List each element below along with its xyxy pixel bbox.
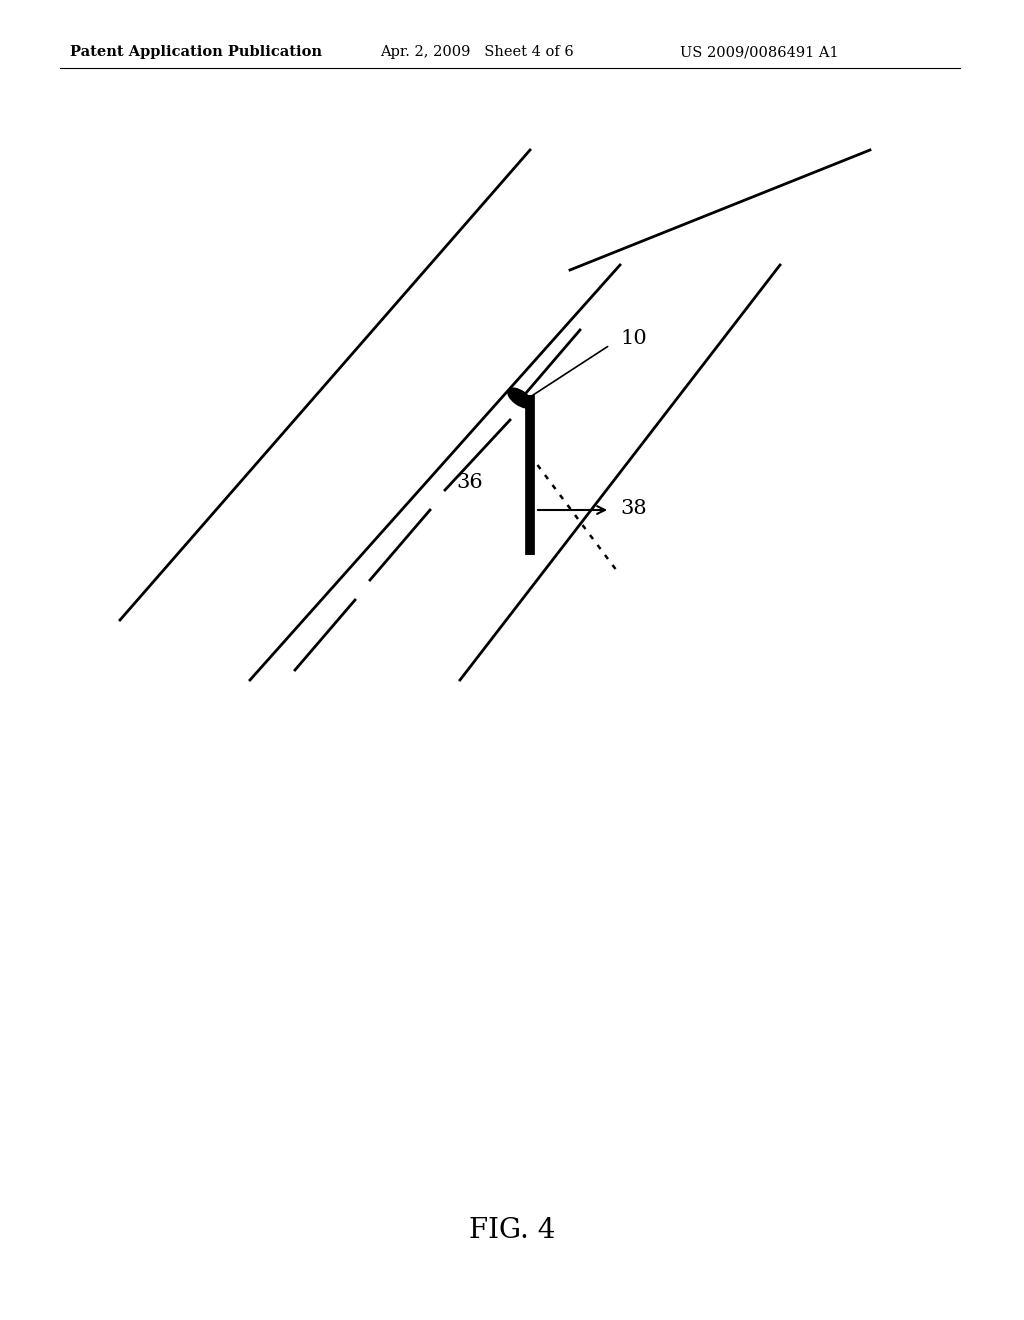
Text: FIG. 4: FIG. 4: [469, 1217, 555, 1243]
Text: 10: 10: [620, 329, 647, 347]
Ellipse shape: [508, 388, 532, 408]
Text: 36: 36: [457, 473, 483, 491]
Text: Apr. 2, 2009   Sheet 4 of 6: Apr. 2, 2009 Sheet 4 of 6: [380, 45, 573, 59]
Text: Patent Application Publication: Patent Application Publication: [70, 45, 322, 59]
Text: 38: 38: [620, 499, 646, 517]
Text: US 2009/0086491 A1: US 2009/0086491 A1: [680, 45, 839, 59]
